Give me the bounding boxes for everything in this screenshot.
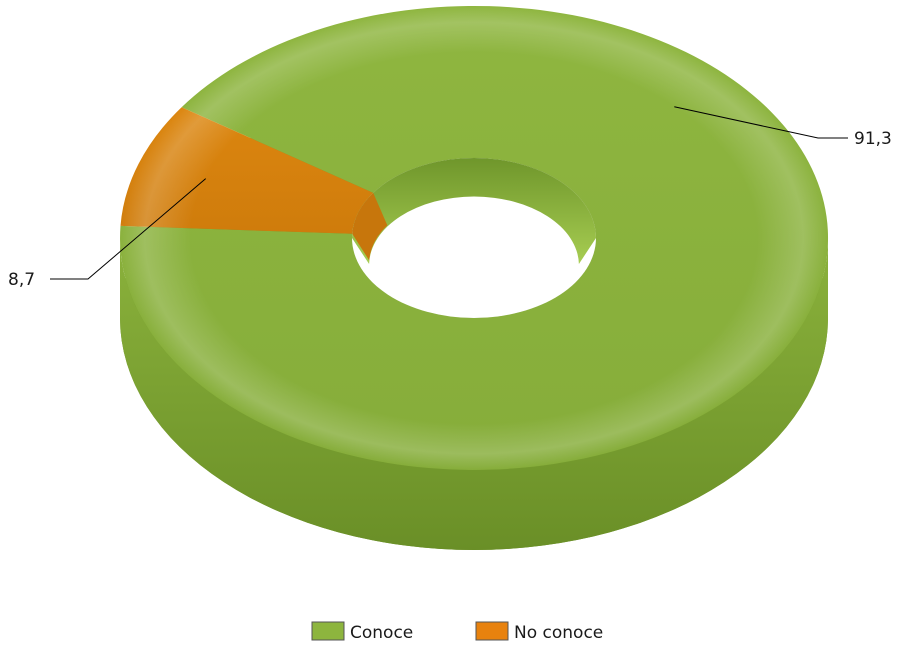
- legend-item-conoce: Conoce: [311, 621, 413, 643]
- legend-label-conoce: Conoce: [350, 623, 413, 643]
- legend-item-no-conoce: No conoce: [475, 621, 603, 643]
- data-label-0: 91,3: [854, 129, 892, 149]
- donut-body: [120, 5, 829, 550]
- legend-swatch-no-conoce: [475, 621, 509, 641]
- legend-swatch-conoce: [311, 621, 345, 641]
- hole-inner-wall: [352, 158, 596, 264]
- hole-inner-wall-orange: [352, 192, 388, 261]
- data-label-1: 8,7: [8, 270, 35, 290]
- slice-conoce-side: [120, 238, 828, 550]
- legend-label-no-conoce: No conoce: [514, 623, 603, 643]
- legend: Conoce No conoce: [311, 621, 603, 643]
- leader-line-0: [674, 106, 848, 139]
- leader-line-1: [50, 178, 207, 280]
- data-labels: 91,3 8,7: [8, 106, 892, 290]
